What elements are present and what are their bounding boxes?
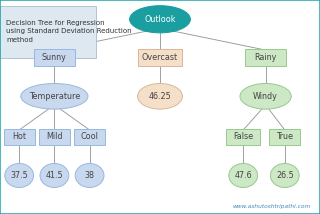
- Text: Windy: Windy: [253, 92, 278, 101]
- Text: Rainy: Rainy: [254, 53, 277, 62]
- FancyBboxPatch shape: [245, 49, 286, 66]
- Text: 41.5: 41.5: [45, 171, 63, 180]
- FancyBboxPatch shape: [138, 49, 182, 66]
- Text: 37.5: 37.5: [10, 171, 28, 180]
- Text: www.ashutoshtripathi.com: www.ashutoshtripathi.com: [232, 204, 310, 209]
- Ellipse shape: [229, 163, 258, 187]
- Text: 46.25: 46.25: [148, 92, 172, 101]
- Ellipse shape: [130, 6, 190, 33]
- Text: 26.5: 26.5: [276, 171, 294, 180]
- Ellipse shape: [270, 163, 299, 187]
- Text: Hot: Hot: [12, 132, 26, 141]
- FancyBboxPatch shape: [4, 129, 35, 145]
- Ellipse shape: [21, 83, 88, 109]
- FancyBboxPatch shape: [34, 49, 75, 66]
- Ellipse shape: [5, 163, 34, 187]
- Ellipse shape: [40, 163, 69, 187]
- FancyBboxPatch shape: [226, 129, 260, 145]
- Text: Overcast: Overcast: [142, 53, 178, 62]
- FancyBboxPatch shape: [0, 6, 96, 58]
- FancyBboxPatch shape: [269, 129, 300, 145]
- Text: Mild: Mild: [46, 132, 63, 141]
- Text: True: True: [276, 132, 293, 141]
- FancyBboxPatch shape: [74, 129, 105, 145]
- Text: 38: 38: [84, 171, 95, 180]
- Text: Cool: Cool: [81, 132, 99, 141]
- Text: Temperature: Temperature: [29, 92, 80, 101]
- Ellipse shape: [138, 83, 182, 109]
- Text: Sunny: Sunny: [42, 53, 67, 62]
- Text: False: False: [233, 132, 253, 141]
- Text: 47.6: 47.6: [234, 171, 252, 180]
- Ellipse shape: [75, 163, 104, 187]
- Ellipse shape: [240, 83, 291, 109]
- Text: Decision Tree for Regression
using Standard Deviation Reduction
method: Decision Tree for Regression using Stand…: [6, 19, 132, 43]
- Text: Outlook: Outlook: [144, 15, 176, 24]
- FancyBboxPatch shape: [39, 129, 70, 145]
